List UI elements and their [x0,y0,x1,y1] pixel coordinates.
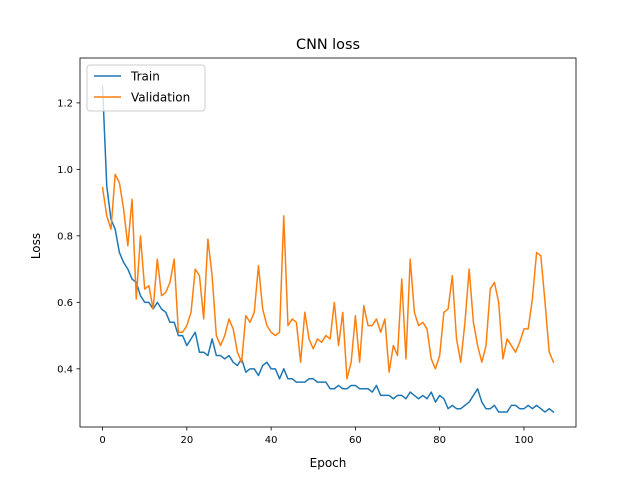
series-line-train [101,85,555,414]
series-line-validation [101,173,555,380]
x-tick-label: 60 [349,435,362,446]
y-tick-label: 0.8 [57,231,73,242]
chart-title: CNN loss [296,37,360,53]
x-tick-label: 80 [433,435,446,446]
plot-area [79,57,577,428]
x-axis-label: Epoch [310,456,347,470]
x-axis: 0 20 40 60 80 100 [99,427,534,446]
x-tick-label: 0 [99,435,105,446]
x-tick-label: 100 [514,435,533,446]
legend: Train Validation [86,64,206,112]
y-tick-label: 0.6 [57,298,73,309]
y-tick-label: 1.2 [57,98,73,109]
y-tick-label: 1.0 [57,165,73,176]
y-tick-label: 0.4 [57,364,73,375]
x-tick-label: 40 [265,435,278,446]
y-axis: 0.4 0.6 0.8 1.0 1.2 [57,98,80,375]
legend-label-validation: Validation [131,91,190,105]
axes-frame [79,57,577,428]
legend-label-train: Train [130,70,160,84]
y-axis-label: Loss [29,233,43,259]
x-tick-label: 20 [180,435,193,446]
